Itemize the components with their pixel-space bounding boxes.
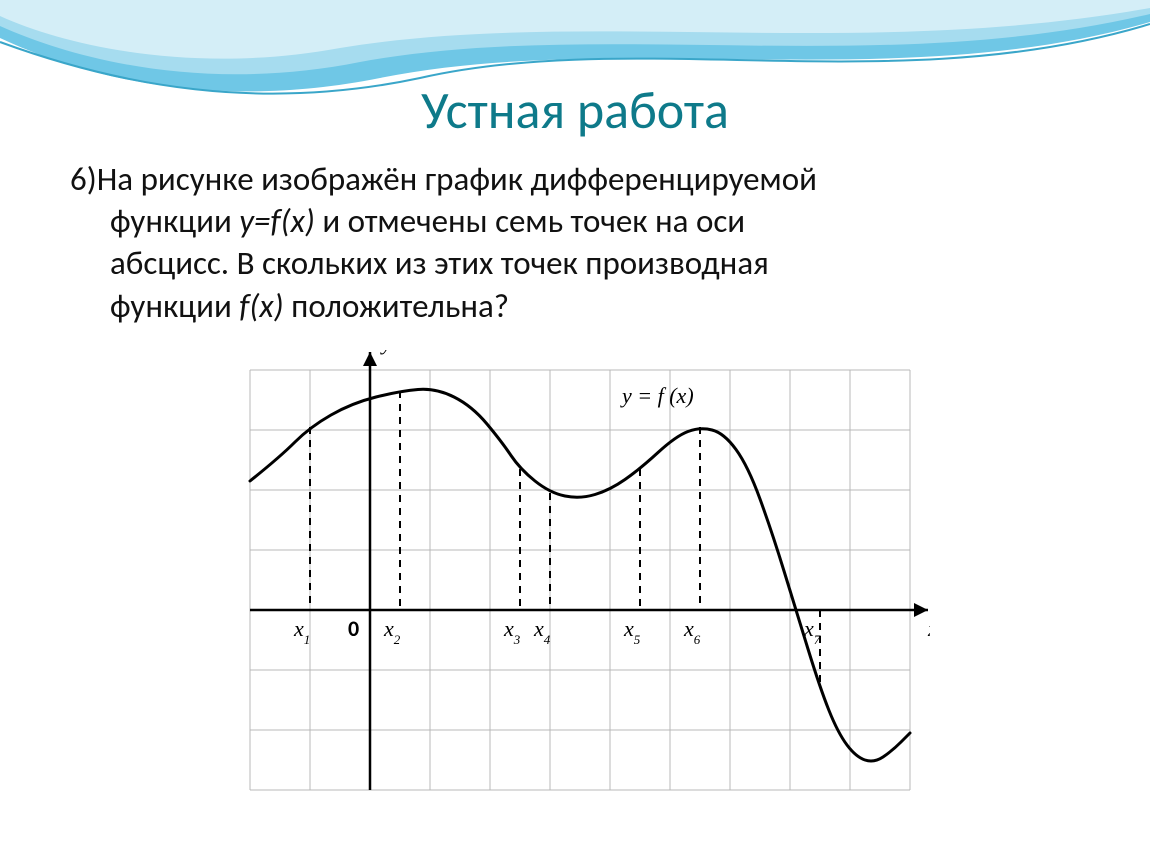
problem-l2b: и отмечены семь точек на оси	[315, 201, 745, 241]
problem-fn2: f(x)	[239, 286, 283, 326]
wave-mid	[0, 0, 1150, 74]
slide: { "title": "Устная работа", "problem": {…	[0, 0, 1150, 864]
chart-bg	[230, 350, 930, 810]
wave-inner	[0, 0, 1150, 59]
chart: yx0x1x2x3x4x5x6x7y = f (x)	[230, 350, 930, 815]
problem-l2a: функции	[110, 201, 239, 241]
y-label: y	[380, 350, 392, 355]
problem-l3: абсцисс. В скольких из этих точек произв…	[70, 242, 1090, 284]
eq-label: y = f (x)	[620, 383, 694, 408]
chart-svg: yx0x1x2x3x4x5x6x7y = f (x)	[230, 350, 930, 810]
problem-l4b: положительна?	[284, 286, 509, 326]
slide-title: Устная работа	[0, 78, 1150, 142]
problem-number: 6)	[70, 159, 97, 199]
problem-text: 6)На рисунке изображён график дифференци…	[70, 158, 1090, 327]
problem-l1: На рисунке изображён график дифференциру…	[97, 159, 817, 199]
origin-label: 0	[348, 615, 359, 642]
x-label: x	[927, 616, 930, 641]
problem-l4a: функции	[110, 286, 239, 326]
problem-fn1: y=f(x)	[239, 201, 315, 241]
